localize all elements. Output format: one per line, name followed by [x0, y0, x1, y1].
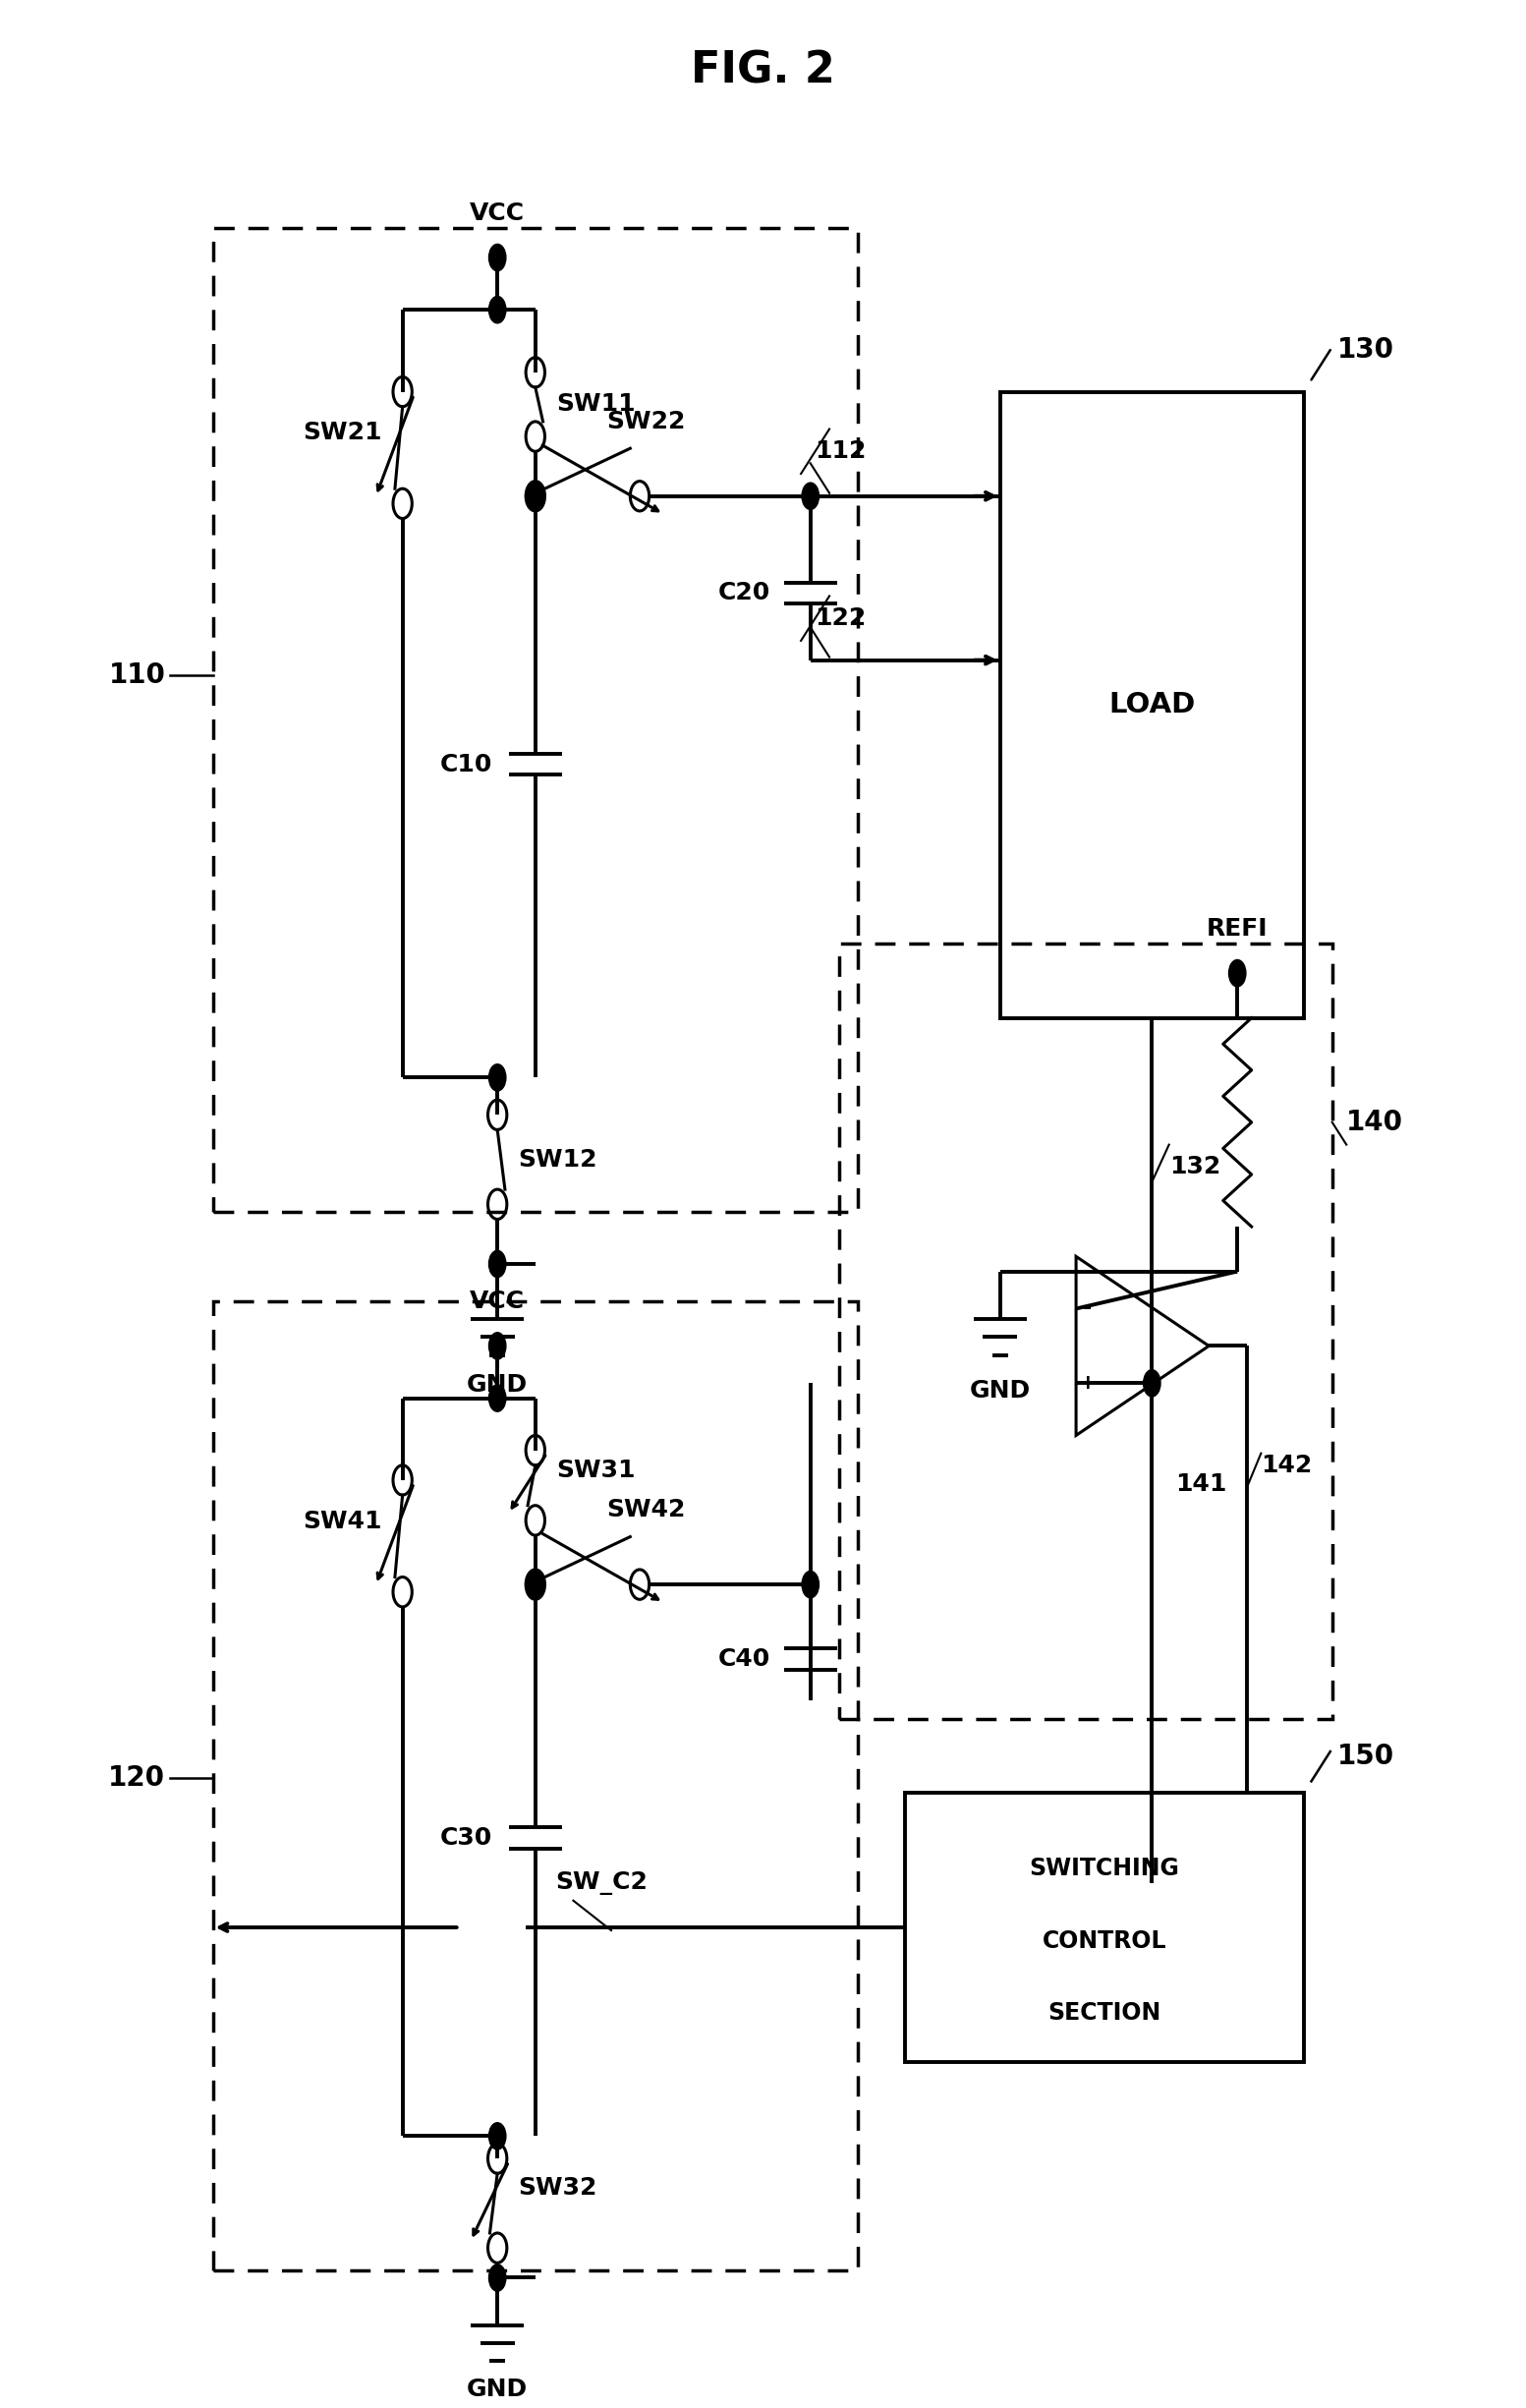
- Text: 142: 142: [1260, 1454, 1312, 1476]
- Text: C20: C20: [719, 580, 771, 604]
- Circle shape: [488, 1064, 507, 1091]
- Circle shape: [801, 1570, 819, 1599]
- Text: LOAD: LOAD: [1108, 691, 1195, 718]
- Text: 110: 110: [108, 662, 165, 689]
- Text: SW32: SW32: [519, 2177, 597, 2201]
- Text: 140: 140: [1346, 1108, 1404, 1137]
- Text: 150: 150: [1337, 1741, 1395, 1770]
- Text: SW11: SW11: [555, 393, 635, 417]
- Text: SW_C2: SW_C2: [555, 1871, 649, 1895]
- Text: 112: 112: [815, 441, 867, 462]
- Circle shape: [488, 243, 507, 272]
- Text: SWITCHING: SWITCHING: [1030, 1857, 1180, 1881]
- Text: GND: GND: [467, 1373, 528, 1397]
- Circle shape: [1143, 1370, 1160, 1397]
- Circle shape: [526, 482, 543, 510]
- Circle shape: [1228, 961, 1245, 987]
- Text: SW12: SW12: [519, 1149, 597, 1170]
- Text: GND: GND: [969, 1380, 1030, 1401]
- Text: -: -: [1083, 1298, 1093, 1320]
- Text: C10: C10: [439, 754, 493, 775]
- Text: SECTION: SECTION: [1048, 2001, 1161, 2025]
- Text: VCC: VCC: [470, 202, 525, 224]
- Text: 130: 130: [1337, 337, 1393, 364]
- Text: VCC: VCC: [470, 1291, 525, 1312]
- Text: CONTROL: CONTROL: [1042, 1929, 1167, 1953]
- Text: 120: 120: [108, 1765, 165, 1792]
- Circle shape: [488, 2264, 507, 2290]
- Text: 122: 122: [815, 607, 867, 631]
- Text: GND: GND: [467, 2377, 528, 2401]
- Text: FIG. 2: FIG. 2: [691, 51, 835, 92]
- Circle shape: [488, 1332, 507, 1361]
- Circle shape: [488, 2124, 507, 2150]
- Text: SW41: SW41: [302, 1510, 382, 1534]
- Text: SW22: SW22: [606, 409, 685, 433]
- Text: +: +: [1079, 1373, 1097, 1394]
- Circle shape: [801, 482, 819, 510]
- Text: SW31: SW31: [555, 1459, 635, 1483]
- Text: C30: C30: [441, 1825, 493, 1849]
- Circle shape: [488, 1385, 507, 1411]
- Text: 132: 132: [1169, 1156, 1221, 1180]
- Text: SW21: SW21: [302, 421, 382, 445]
- Circle shape: [488, 1250, 507, 1276]
- Text: REFI: REFI: [1207, 917, 1268, 942]
- Circle shape: [526, 1570, 543, 1599]
- Text: 141: 141: [1175, 1474, 1227, 1495]
- Circle shape: [488, 296, 507, 323]
- Text: C40: C40: [719, 1647, 771, 1671]
- Text: SW42: SW42: [606, 1498, 685, 1522]
